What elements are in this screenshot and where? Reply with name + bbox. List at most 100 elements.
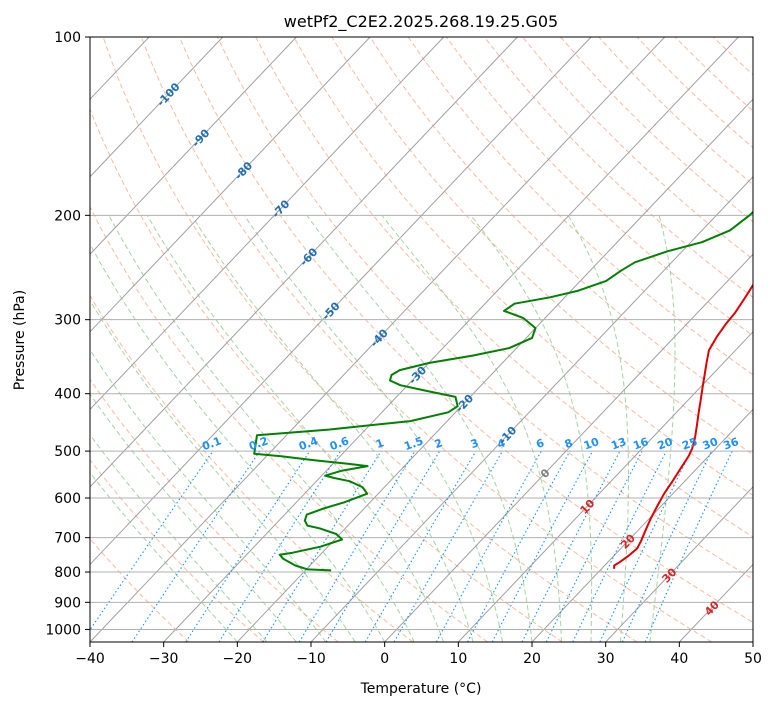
mixing-ratio-line: [90, 450, 214, 631]
dry-adiabat: [178, 37, 753, 623]
plot-frame: [89, 36, 754, 643]
chart-title: wetPf2_C2E2.2025.268.19.25.G05: [284, 12, 558, 32]
mixing-ratio-label: 36: [722, 435, 741, 453]
background-lines: [0, 37, 753, 642]
dewpoint-profile: [253, 210, 753, 572]
mixing-ratio-label: 1.5: [402, 434, 425, 453]
dry-adiabat: [90, 205, 488, 642]
isotherm-line: [457, 331, 753, 642]
isotherm-line: [163, 37, 739, 642]
moist-adiabat: [108, 215, 415, 642]
series-layer: [253, 210, 753, 572]
moist-adiabat: [243, 215, 503, 642]
mixing-ratio-line: [572, 450, 667, 642]
isotherm-line: [531, 408, 753, 642]
moist-adiabat: [90, 393, 297, 642]
isotherm-line: [90, 37, 371, 333]
mixing-ratio-label: 10: [582, 435, 601, 453]
isotherm-line: [310, 176, 753, 642]
dry-adiabat: [293, 37, 753, 496]
isotherm-line: [90, 37, 592, 566]
mixing-ratio-line: [545, 450, 643, 642]
mixing-ratio-label: 30: [701, 435, 720, 453]
moist-adiabat: [90, 471, 238, 642]
mixing-ratio-line: [218, 450, 341, 642]
y-tick-label: 700: [54, 531, 81, 547]
dry-adiabat: [140, 37, 712, 642]
isotherm-line: [236, 98, 753, 642]
isotherm-line: [0, 37, 2, 642]
mixing-ratio-line: [262, 450, 382, 642]
dry-adiabat: [102, 37, 638, 642]
mixing-ratio-label: 0.1: [200, 434, 223, 453]
mixing-ratio-label: 25: [680, 435, 699, 452]
moist-adiabat: [567, 215, 629, 642]
x-tick-label: −10: [296, 651, 326, 667]
mixing-ratio-label: 2: [433, 436, 445, 451]
moist-adiabat: [90, 242, 386, 642]
mixing-ratio-line: [435, 450, 542, 642]
dry-adiabat: [484, 37, 753, 298]
isotherm-line: [384, 253, 753, 642]
x-tick-label: 20: [523, 651, 541, 667]
mixing-ratio-label: 13: [609, 435, 628, 452]
isotherm-line: [90, 37, 518, 488]
mixing-ratio-line: [185, 450, 311, 642]
mixing-ratio-label: 16: [631, 435, 650, 453]
dry-adiabat: [407, 37, 753, 376]
y-tick-label: 600: [54, 491, 81, 507]
x-axis: −40 −30 −20 −10 0 10 20 30 40 50: [75, 642, 762, 667]
x-tick-label: 50: [744, 651, 762, 667]
mixing-ratio-label: 1: [374, 436, 386, 451]
mixing-ratio-line: [131, 450, 261, 642]
mixing-ratio-label: 0.6: [328, 434, 351, 453]
y-tick-label: 400: [54, 387, 81, 403]
moist-adiabat: [191, 215, 474, 642]
plot-background: [90, 37, 753, 642]
y-tick-label: 300: [54, 313, 81, 329]
isotherm-line: [90, 37, 445, 411]
x-tick-label: −30: [149, 651, 179, 667]
mixing-ratio-label: 0.4: [297, 434, 320, 453]
isotherm-line: [90, 37, 224, 178]
moist-adiabat: [90, 433, 268, 642]
mixing-ratio-line: [298, 450, 416, 642]
x-tick-label: −40: [75, 651, 105, 667]
x-tick-label: 30: [597, 651, 615, 667]
dry-adiabat: [751, 37, 753, 40]
x-axis-title: Temperature (°C): [360, 681, 482, 697]
temperature-profile: [613, 283, 753, 569]
x-tick-label: 40: [670, 651, 688, 667]
x-tick-label: −20: [223, 651, 253, 667]
isotherm-line: [90, 37, 297, 256]
y-tick-label: 500: [54, 444, 81, 460]
isotherm-line: [605, 486, 753, 642]
mixing-ratio-line: [644, 450, 733, 642]
moist-adiabat: [649, 215, 676, 642]
moist-adiabat: [146, 215, 445, 642]
mixing-ratio-label: 4: [495, 436, 507, 451]
moist-adiabat: [306, 215, 533, 642]
mixing-ratio-label: 3: [469, 436, 481, 451]
y-tick-label: 100: [54, 30, 81, 46]
mixing-ratio-label: 8: [563, 436, 575, 451]
y-tick-label: 900: [54, 595, 81, 611]
y-tick-label: 1000: [45, 622, 81, 638]
dry-adiabat: [217, 37, 753, 580]
x-tick-label: 10: [449, 651, 467, 667]
x-tick-label: 0: [380, 651, 389, 667]
mixing-ratio-label: 0.2: [247, 434, 270, 453]
y-tick-label: 200: [54, 208, 81, 224]
dry-adiabat: [90, 459, 264, 642]
mixing-ratio-line: [393, 450, 503, 642]
moist-adiabat: [90, 299, 356, 642]
dry-adiabat: [369, 37, 753, 415]
mixing-ratio-label: 6: [534, 436, 546, 451]
moist-adiabat: [90, 349, 327, 642]
y-axis-title: Pressure (hPa): [12, 290, 28, 390]
mixing-ratio-label: 20: [656, 435, 675, 453]
mixing-ratio-line: [467, 450, 571, 642]
dry-adiabat: [90, 537, 190, 642]
isotherm-line: [752, 641, 753, 642]
